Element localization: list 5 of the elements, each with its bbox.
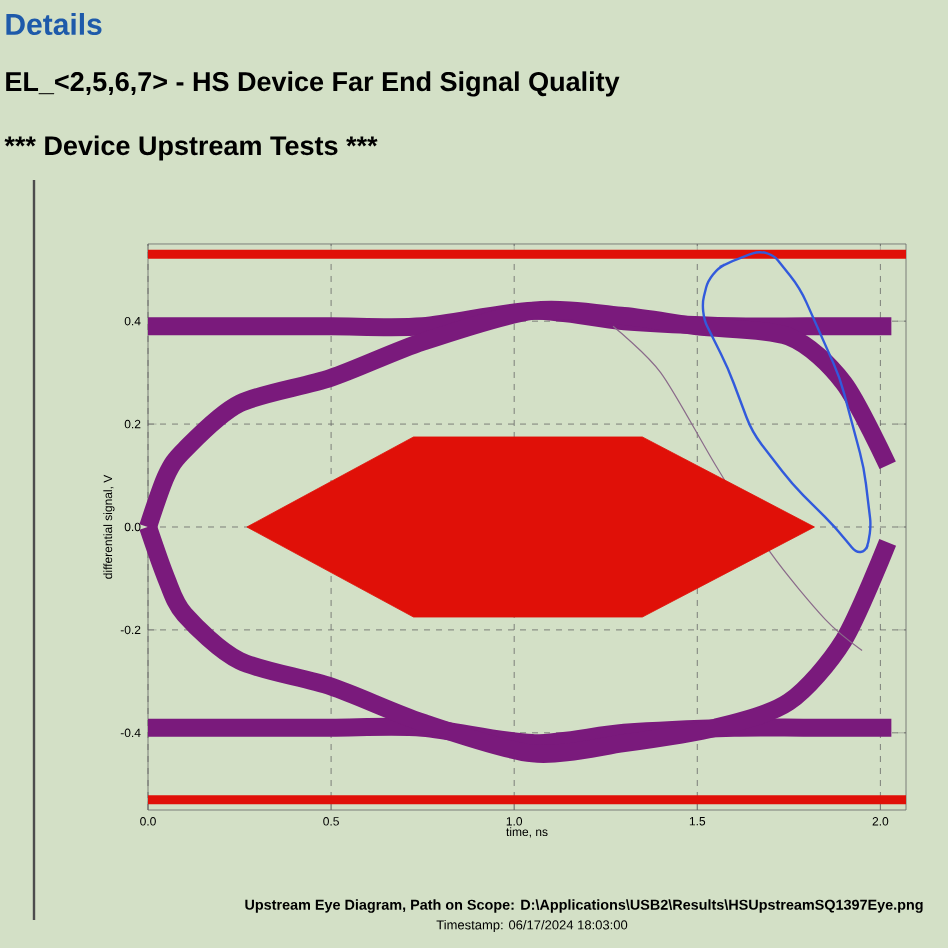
chart-title: Details [6,12,102,35]
text: *** [4,136,36,147]
text: *** [346,136,378,147]
text: Device Upstream Tests [45,135,338,161]
chart-subtitle: EL_<2,5,6,7> - HS Device Far End Signal Quality [6,71,620,97]
